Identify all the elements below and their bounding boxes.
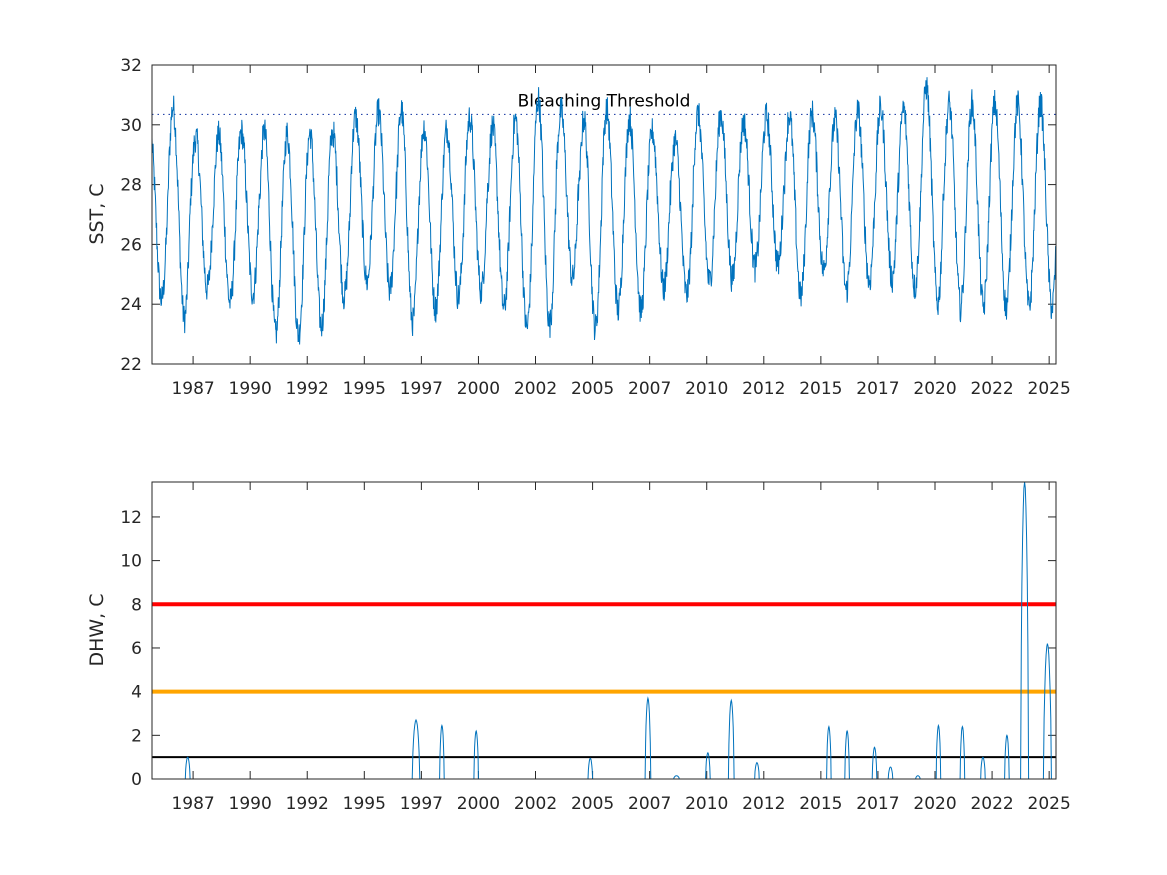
dhw-series-line bbox=[152, 481, 1056, 780]
sst-xtick-label: 2005 bbox=[571, 379, 614, 399]
sst-xtick-label: 1987 bbox=[171, 379, 214, 399]
dhw-xtick-label: 2017 bbox=[856, 794, 899, 814]
dhw-plot-area bbox=[152, 482, 1056, 779]
sst-ytick-label: 32 bbox=[120, 56, 142, 76]
dhw-xtick-label: 2000 bbox=[457, 794, 500, 814]
dhw-ytick-label: 8 bbox=[131, 595, 142, 615]
dhw-x-tick-labels: 1987 1990 1992 1995 1997 2000 2002 2005 2007 2010… bbox=[171, 794, 1070, 814]
dhw-xtick-label: 1997 bbox=[400, 794, 443, 814]
sst-xtick-label: 1990 bbox=[229, 379, 272, 399]
dhw-xtick-label: 1992 bbox=[286, 794, 329, 814]
sst-xtick-label: 1995 bbox=[343, 379, 386, 399]
dhw-reference-lines bbox=[152, 602, 1056, 759]
dhw-ytick-label: 0 bbox=[131, 770, 142, 790]
dhw-ytick-label: 4 bbox=[131, 683, 142, 703]
dhw-xtick-label: 2020 bbox=[913, 794, 956, 814]
sst-xtick-label: 2025 bbox=[1028, 379, 1071, 399]
dhw-xtick-label: 1995 bbox=[343, 794, 386, 814]
dhw-ytick-label: 6 bbox=[131, 639, 142, 659]
sst-xtick-label: 2007 bbox=[628, 379, 671, 399]
sst-xtick-label: 2002 bbox=[514, 379, 557, 399]
sst-y-axis-label: SST, C bbox=[86, 183, 108, 244]
sst-axes-box bbox=[151, 64, 1057, 365]
dhw-xtick-label: 1990 bbox=[229, 794, 272, 814]
sst-xtick-label: 2022 bbox=[970, 379, 1013, 399]
dhw-y-tick-labels: 0 2 4 6 8 10 12 bbox=[120, 508, 142, 790]
sst-ytick-label: 24 bbox=[120, 295, 142, 315]
dhw-xtick-label: 2005 bbox=[571, 794, 614, 814]
dhw-xtick-label: 2015 bbox=[799, 794, 842, 814]
sst-xtick-label: 2020 bbox=[913, 379, 956, 399]
dhw-xtick-label: 1987 bbox=[171, 794, 214, 814]
sst-xtick-label: 1997 bbox=[400, 379, 443, 399]
dhw-xtick-label: 2007 bbox=[628, 794, 671, 814]
dhw-xtick-label: 2025 bbox=[1028, 794, 1071, 814]
sst-xtick-label: 2015 bbox=[799, 379, 842, 399]
sst-xtick-label: 1992 bbox=[286, 379, 329, 399]
dhw-ytick-label: 10 bbox=[120, 552, 142, 572]
dhw-xtick-label: 2012 bbox=[742, 794, 785, 814]
sst-x-tick-labels: 1987 1990 1992 1995 1997 2000 2002 2005 2007 2010… bbox=[171, 379, 1070, 399]
sst-bleaching-threshold-label: Bleaching Threshold bbox=[518, 91, 691, 111]
sst-ytick-label: 28 bbox=[120, 176, 142, 196]
dhw-xtick-label: 2010 bbox=[685, 794, 728, 814]
dhw-ytick-label: 2 bbox=[131, 726, 142, 746]
dhw-axes-box bbox=[151, 481, 1057, 780]
sst-panel: Bleaching Threshold 22 24 26 28 30 32 1987 199… bbox=[86, 56, 1071, 399]
dhw-y-axis-label: DHW, C bbox=[86, 593, 108, 666]
sst-xtick-label: 2017 bbox=[856, 379, 899, 399]
sst-xtick-label: 2000 bbox=[457, 379, 500, 399]
sst-ytick-label: 22 bbox=[120, 355, 142, 375]
dhw-ytick-label: 12 bbox=[120, 508, 142, 528]
sst-y-tick-labels: 22 24 26 28 30 32 bbox=[120, 56, 142, 375]
dhw-panel: 0 2 4 6 8 10 12 1987 1990 1992 1995 1997 2000 2002 20… bbox=[86, 481, 1071, 814]
sst-xtick-label: 2012 bbox=[742, 379, 785, 399]
sst-ytick-label: 26 bbox=[120, 235, 142, 255]
sst-xtick-label: 2010 bbox=[685, 379, 728, 399]
sst-ytick-label: 30 bbox=[120, 116, 142, 136]
dhw-xtick-label: 2002 bbox=[514, 794, 557, 814]
sst-series-line bbox=[151, 77, 1057, 345]
dhw-xtick-label: 2022 bbox=[970, 794, 1013, 814]
sst-axis-ticks bbox=[152, 64, 1056, 365]
